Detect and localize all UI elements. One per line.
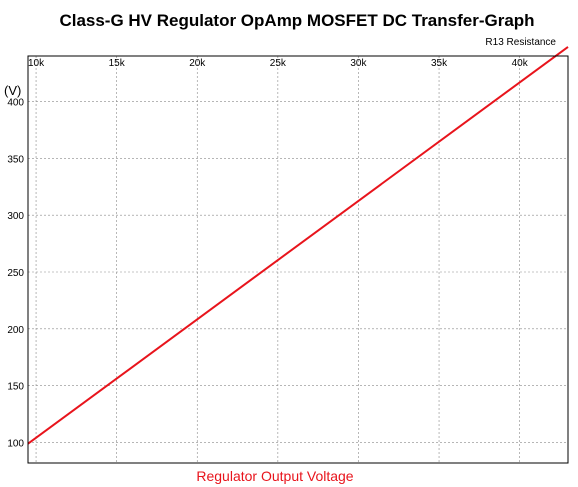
y-tick-label: 200 bbox=[7, 325, 24, 336]
x-tick-label: 20k bbox=[189, 58, 206, 69]
y-tick-label: 150 bbox=[7, 382, 24, 393]
grid-lines bbox=[28, 56, 568, 463]
y-tick-label: 100 bbox=[7, 439, 24, 450]
x-tick-label: 25k bbox=[270, 58, 287, 69]
x-tick-label: 30k bbox=[350, 58, 367, 69]
y-tick-label: 300 bbox=[7, 211, 24, 222]
x-tick-labels: 10k 15k 20k 25k 30k 35k 40k bbox=[28, 58, 529, 69]
y-tick-labels: 100 150 200 250 300 350 400 bbox=[7, 97, 24, 449]
y-tick-label: 250 bbox=[7, 268, 24, 279]
plot-frame bbox=[27, 55, 569, 464]
x-tick-label: 35k bbox=[431, 58, 448, 69]
y-axis-unit-label: (V) bbox=[4, 83, 21, 98]
series-line bbox=[27, 46, 569, 445]
x-tick-label: 10k bbox=[28, 58, 45, 69]
x-tick-label: 15k bbox=[109, 58, 126, 69]
x-axis-label: R13 Resistance bbox=[485, 37, 556, 48]
y-tick-label: 350 bbox=[7, 154, 24, 165]
x-tick-label: 40k bbox=[512, 58, 529, 69]
chart-title: Class-G HV Regulator OpAmp MOSFET DC Tra… bbox=[59, 11, 534, 30]
series-lines bbox=[27, 46, 569, 445]
y-tick-label: 400 bbox=[7, 97, 24, 108]
legend-entry-regulator-output-voltage: Regulator Output Voltage bbox=[196, 468, 353, 484]
